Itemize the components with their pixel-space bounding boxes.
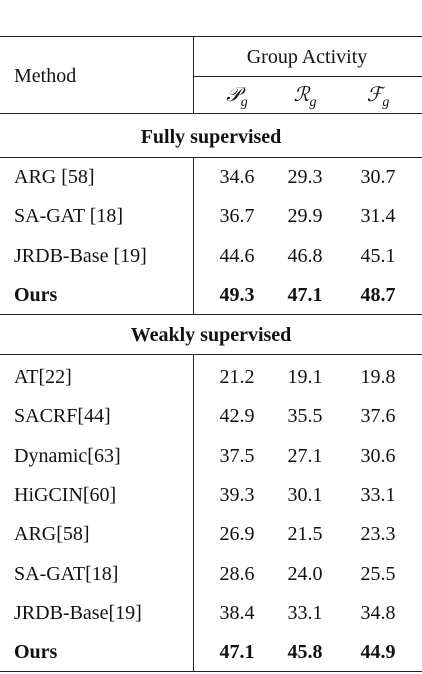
cell-value: 31.4 — [360, 205, 396, 228]
cell-value: 27.1 — [287, 444, 323, 467]
cell-value: 21.2 — [219, 366, 255, 388]
cell-value: 25.5 — [360, 562, 396, 585]
cell-value: 37.5 — [219, 444, 255, 467]
metric-header: ℱg — [367, 83, 390, 115]
section-title: Fully supervised — [140, 126, 282, 148]
metric-header: ℛg — [294, 83, 317, 115]
cell-value: 48.7 — [360, 283, 396, 306]
method-name: Ours — [14, 283, 58, 306]
method-name: Ours — [14, 641, 58, 664]
cell-value: 36.7 — [219, 205, 255, 228]
rule — [0, 157, 422, 158]
cell-value: 21.5 — [287, 523, 323, 546]
cell-value: 34.8 — [360, 601, 396, 624]
method-name: HiGCIN[60] — [14, 483, 117, 506]
cell-value: 44.9 — [360, 641, 396, 664]
rule — [0, 36, 422, 37]
method-name: ARG[58] — [14, 523, 90, 546]
cell-value: 30.1 — [287, 483, 323, 506]
method-header: Method — [14, 65, 77, 87]
cell-value: 19.8 — [360, 366, 396, 388]
group-header: Group Activity — [246, 46, 368, 68]
cell-value: 37.6 — [360, 405, 396, 428]
metric-subscript: g — [309, 95, 317, 110]
rule — [0, 671, 422, 672]
cell-value: 19.1 — [287, 366, 323, 388]
cell-value: 30.7 — [360, 166, 396, 188]
method-name: SA-GAT[18] — [14, 562, 119, 585]
rule — [0, 314, 422, 315]
cell-value: 38.4 — [219, 601, 255, 624]
cell-value: 44.6 — [219, 244, 255, 267]
cell-value: 47.1 — [219, 641, 255, 664]
column-rule — [193, 354, 194, 671]
column-rule — [193, 36, 194, 113]
method-name: ARG [58] — [14, 166, 95, 188]
method-name: JRDB-Base[19] — [14, 601, 142, 624]
cell-value: 49.3 — [219, 283, 255, 306]
metric-subscript: g — [240, 95, 248, 110]
metric-subscript: g — [382, 95, 390, 110]
cell-value: 35.5 — [287, 405, 323, 428]
cell-value: 23.3 — [360, 523, 396, 546]
method-name: JRDB-Base [19] — [14, 244, 147, 267]
cell-value: 47.1 — [287, 283, 323, 306]
cell-value: 42.9 — [219, 405, 255, 428]
method-name: SACRF[44] — [14, 405, 111, 428]
cell-value: 29.9 — [287, 205, 323, 228]
cell-value: 39.3 — [219, 483, 255, 506]
section-title: Weakly supervised — [130, 324, 292, 346]
cell-value: 24.0 — [287, 562, 323, 585]
cell-value: 26.9 — [219, 523, 255, 546]
metric-symbol: ℛ — [293, 84, 310, 106]
method-name: AT[22] — [14, 366, 72, 388]
cell-value: 33.1 — [287, 601, 323, 624]
rule — [0, 113, 422, 114]
rule — [193, 76, 422, 77]
metric-header: 𝒫g — [226, 83, 247, 115]
metric-symbol: 𝒫 — [226, 84, 241, 106]
cell-value: 45.8 — [287, 641, 323, 664]
cell-value: 46.8 — [287, 244, 323, 267]
cell-value: 45.1 — [360, 244, 396, 267]
method-name: Dynamic[63] — [14, 444, 121, 467]
rule — [0, 354, 422, 355]
cell-value: 29.3 — [287, 166, 323, 188]
cell-value: 33.1 — [360, 483, 396, 506]
cell-value: 34.6 — [219, 166, 255, 188]
column-rule — [193, 157, 194, 314]
method-name: SA-GAT [18] — [14, 205, 124, 228]
cell-value: 28.6 — [219, 562, 255, 585]
metric-symbol: ℱ — [366, 84, 383, 106]
cell-value: 30.6 — [360, 444, 396, 467]
